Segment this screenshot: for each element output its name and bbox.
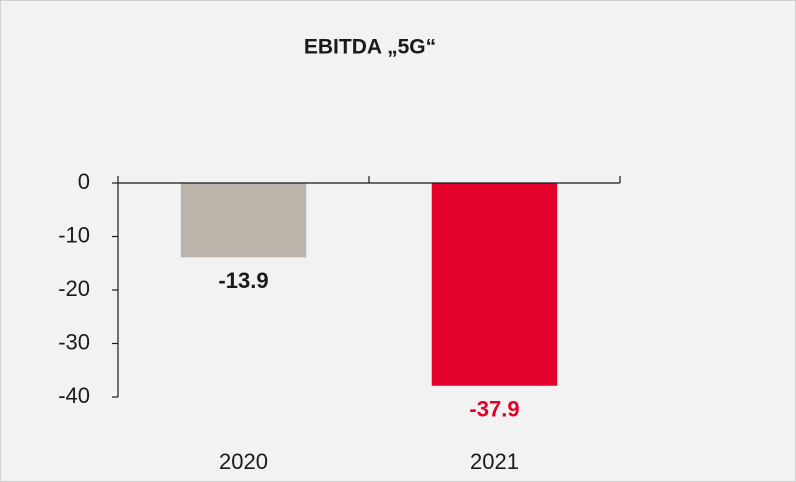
chart-title: EBITDA „5G“ — [304, 36, 436, 59]
bar — [180, 183, 307, 258]
y-tick-label: -30 — [58, 329, 90, 354]
y-tick-label: -40 — [58, 383, 90, 408]
y-tick-label: -20 — [58, 276, 90, 301]
data-label: -13.9 — [218, 268, 268, 293]
data-label: -37.9 — [469, 397, 519, 422]
y-tick-label: -10 — [58, 222, 90, 247]
bar — [431, 183, 558, 386]
x-tick-label: 2020 — [219, 449, 268, 474]
x-tick-label: 2021 — [470, 449, 519, 474]
y-tick-label: 0 — [78, 169, 90, 194]
